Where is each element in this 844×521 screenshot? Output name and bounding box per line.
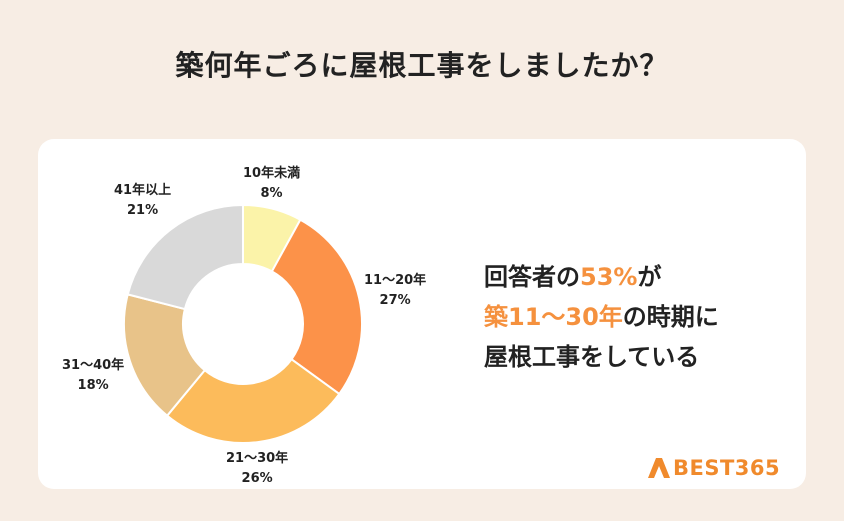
summary-text-part: の時期に bbox=[622, 303, 719, 331]
slice-label-1: 11〜20年 27% bbox=[364, 271, 426, 311]
summary-line-2: 築11〜30年の時期に bbox=[484, 297, 719, 337]
slice-value: 21% bbox=[126, 203, 159, 218]
slice-label-4: 41年以上 21% bbox=[114, 181, 171, 221]
slice-category: 21〜30年 bbox=[226, 451, 289, 466]
summary-line-1: 回答者の53%が bbox=[484, 257, 719, 297]
logo-mark-icon bbox=[648, 458, 670, 478]
slice-value: 8% bbox=[260, 186, 283, 201]
slice-value: 26% bbox=[241, 471, 273, 486]
donut-slice-2 bbox=[165, 357, 341, 444]
summary-line-3: 屋根工事をしている bbox=[484, 337, 719, 377]
slice-label-3: 31〜40年 18% bbox=[62, 356, 124, 396]
slice-value: 27% bbox=[379, 293, 411, 308]
summary-text: 回答者の53%が 築11〜30年の時期に 屋根工事をしている bbox=[484, 257, 719, 377]
donut-slice-1 bbox=[270, 218, 363, 396]
slice-category: 41年以上 bbox=[114, 183, 172, 198]
donut-slice-4 bbox=[126, 203, 244, 311]
slice-label-0: 10年未満 8% bbox=[243, 164, 300, 204]
slice-category: 10年未満 bbox=[243, 166, 301, 181]
brand-logo: BEST365 bbox=[648, 456, 780, 480]
slice-value: 18% bbox=[77, 378, 109, 393]
summary-text-part: が bbox=[637, 263, 662, 291]
slice-category: 11〜20年 bbox=[364, 273, 427, 288]
summary-text-part: 回答者の bbox=[484, 263, 580, 291]
logo-text: BEST365 bbox=[673, 456, 781, 480]
slice-label-2: 21〜30年 26% bbox=[226, 449, 288, 489]
summary-highlight: 築11〜30年 bbox=[484, 303, 623, 331]
page-title: 築何年ごろに屋根工事をしましたか？ bbox=[175, 49, 669, 82]
summary-text-part: 屋根工事をしている bbox=[484, 343, 700, 371]
slice-category: 31〜40年 bbox=[62, 358, 125, 373]
summary-highlight: 53% bbox=[580, 263, 638, 291]
